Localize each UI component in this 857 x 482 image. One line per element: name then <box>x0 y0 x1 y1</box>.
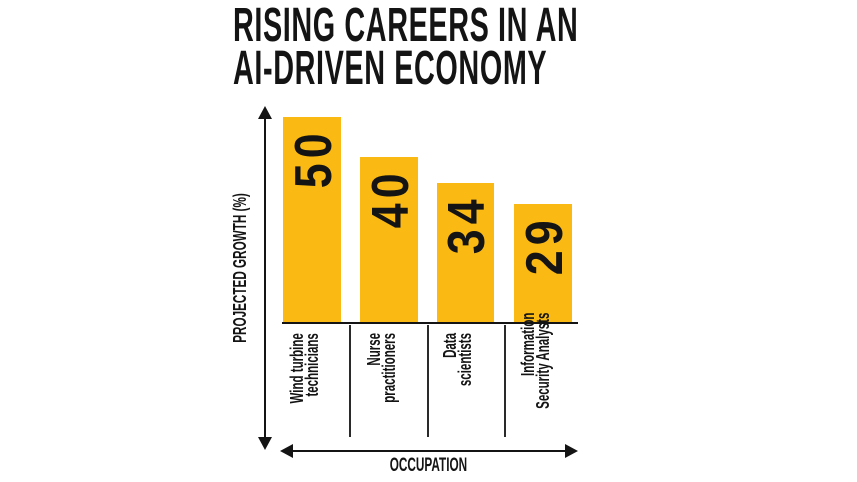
y-axis-arrowhead-bottom-icon <box>258 437 272 450</box>
category-label-wind-turbine-technicians: Wind turbine technicians <box>287 333 322 404</box>
title-line-2: AI-DRIVEN ECONOMY <box>233 42 548 95</box>
category-divider-2 <box>427 325 429 437</box>
category-label-data-scientists: Data scientists <box>440 333 475 387</box>
category-label-nurse-practitioners: Nurse practitioners <box>364 333 399 403</box>
chart-title: RISING CAREERS IN AN AI-DRIVEN ECONOMY <box>233 0 809 95</box>
bar-nurse-practitioners <box>360 157 418 322</box>
x-axis-label: OCCUPATION <box>389 455 467 476</box>
category-divider-3 <box>504 325 506 437</box>
bar-value-nurse-practitioners: 40 <box>362 168 420 229</box>
title-line-1: RISING CAREERS IN AN <box>233 0 579 52</box>
y-axis-line <box>264 118 266 440</box>
category-label-information-security-analysts: Information Security Analysts <box>518 312 553 409</box>
bar-wind-turbine-technicians <box>283 117 341 322</box>
bar-value-wind-turbine-technicians: 50 <box>285 128 343 189</box>
bar-value-data-scientists: 34 <box>438 194 496 255</box>
y-axis-label: PROJECTED GROWTH (%) <box>230 193 250 343</box>
y-axis-arrowhead-top-icon <box>258 106 272 119</box>
x-axis-baseline <box>282 322 578 324</box>
x-axis-arrowhead-left-icon <box>280 444 293 458</box>
bar-data-scientists <box>437 183 494 322</box>
bar-information-security-analysts <box>514 204 572 322</box>
bar-value-information-security-analysts: 29 <box>516 215 574 276</box>
x-axis-line <box>291 450 567 452</box>
x-axis-arrowhead-right-icon <box>565 444 578 458</box>
category-divider-1 <box>349 325 351 437</box>
